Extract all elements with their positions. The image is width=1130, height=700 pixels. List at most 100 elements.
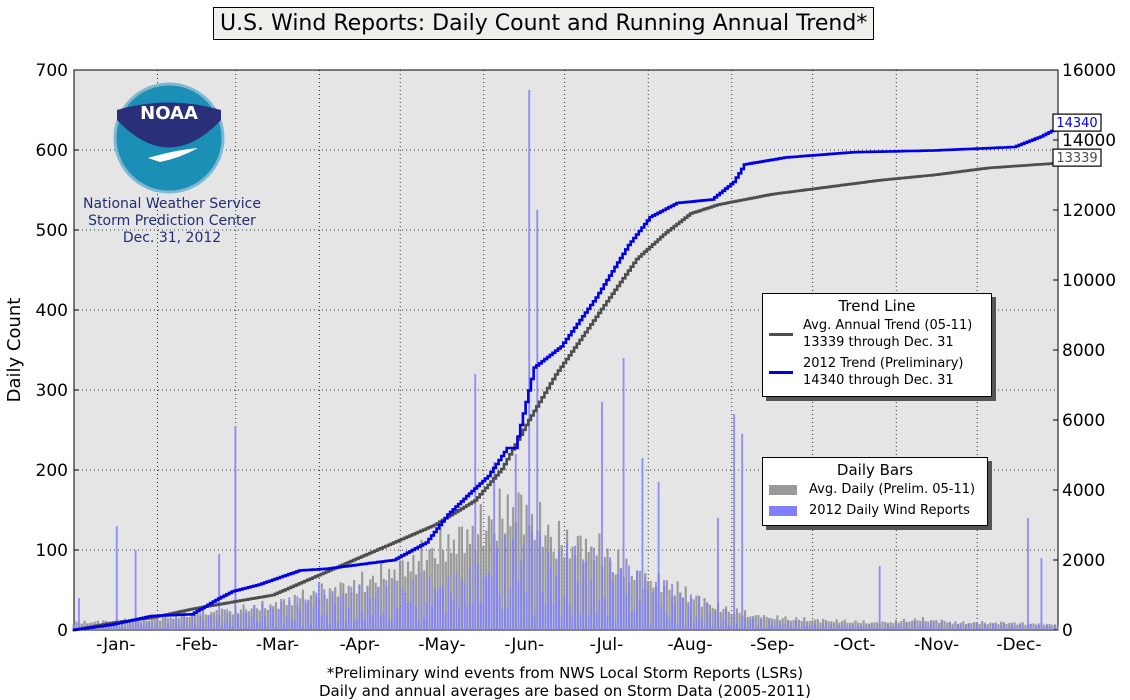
avg-daily-bar (908, 621, 911, 630)
daily-2012-bar (628, 565, 630, 630)
daily-2012-bar (690, 594, 692, 630)
daily-2012-bar (994, 623, 997, 630)
avg-daily-bar (196, 614, 199, 630)
avg-daily-bar (1051, 624, 1054, 630)
avg-daily-bar (981, 621, 984, 630)
daily-2012-bar (231, 626, 234, 630)
daily-2012-bar (183, 615, 186, 630)
daily-2012-bar (1043, 628, 1046, 630)
daily-2012-bar (382, 612, 385, 630)
daily-2012-bar (110, 625, 113, 630)
daily-2012-bar (617, 574, 620, 630)
daily-2012-bar (255, 622, 258, 630)
daily-2012-bar (326, 614, 328, 630)
daily-2012-bar (913, 621, 916, 630)
daily-2012-bar (854, 628, 857, 630)
daily-2012-bar (293, 621, 296, 630)
daily-2012-bar (905, 622, 908, 630)
daily-2012-bar (921, 621, 924, 630)
daily-2012-bar (169, 627, 172, 630)
daily-2012-bar (126, 628, 129, 630)
avg-daily-bar (989, 622, 992, 630)
y-right-tick-label: 14000 (1062, 131, 1116, 151)
daily-2012-bar (99, 626, 102, 630)
daily-2012-bar (566, 542, 568, 630)
daily-2012-bar (935, 627, 938, 630)
daily-2012-bar (902, 627, 905, 630)
avg-daily-bar (703, 598, 706, 630)
avg-daily-bar (719, 611, 722, 630)
daily-2012-bar (291, 618, 293, 630)
daily-2012-bar (471, 603, 474, 630)
daily-2012-bar (1051, 629, 1054, 630)
avg-daily-bar (598, 533, 601, 630)
daily-2012-bar (619, 569, 622, 630)
avg-daily-bar (479, 504, 482, 630)
daily-2012-bar (911, 628, 913, 630)
daily-2012-bar (415, 605, 417, 630)
daily-2012-bar (142, 626, 145, 630)
avg-daily-bar (379, 563, 383, 630)
daily-2012-bar (665, 613, 668, 630)
daily-2012-bar (123, 627, 126, 630)
daily-2012-bar (269, 605, 272, 630)
avg-daily-bar (126, 621, 129, 630)
daily-2012-bar (91, 628, 94, 630)
daily-2012-bar (258, 621, 261, 630)
daily-2012-bar (870, 624, 873, 630)
avg-daily-bar (223, 609, 226, 630)
y-right-tick-label: 16000 (1062, 61, 1116, 81)
avg-daily-bar (1013, 622, 1016, 630)
daily-2012-bar (768, 618, 771, 630)
avg-daily-bar (973, 622, 976, 630)
avg-daily-bar (816, 619, 819, 630)
noaa-logo-bird (148, 148, 198, 162)
daily-2012-bar (916, 626, 919, 630)
x-tick-label: -May- (418, 635, 465, 655)
avg-daily-bar (552, 551, 555, 630)
avg-daily-bar (123, 618, 127, 630)
avg-daily-bar (711, 607, 714, 630)
avg-daily-bar (490, 519, 493, 630)
avg-daily-bar (884, 621, 887, 630)
avg-daily-bar (452, 539, 455, 630)
daily-2012-bar (811, 624, 814, 630)
daily-2012-bar (226, 608, 229, 630)
daily-2012-bar (495, 547, 498, 630)
avg-daily-bar (668, 589, 671, 630)
trend-legend-title: Trend Line (838, 297, 916, 315)
avg-daily-bar (738, 613, 741, 630)
daily-2012-bar (954, 628, 957, 630)
daily-2012-bar (417, 620, 420, 630)
avg-daily-bar (229, 611, 232, 630)
daily-2012-bar (525, 592, 528, 630)
avg-daily-bar (943, 620, 946, 630)
x-tick-label: -Aug- (667, 635, 712, 655)
daily-2012-bar (938, 626, 940, 630)
y-left-tick-label: 0 (57, 621, 68, 641)
daily-2012-bar (245, 609, 248, 630)
daily-2012-bar (752, 617, 754, 630)
daily-2012-bar (876, 628, 878, 630)
daily-2012-bar (466, 607, 469, 630)
daily-2012-bar (695, 616, 698, 630)
daily-2012-bar (592, 547, 595, 630)
avg-daily-bar (935, 620, 938, 630)
y-axis-label: Daily Count (4, 298, 25, 403)
daily-2012-bar (862, 626, 865, 630)
daily-2012-bar (644, 578, 647, 630)
daily-2012-bar (234, 426, 237, 630)
avg-daily-bar (970, 623, 973, 630)
daily-2012-bar (827, 627, 830, 630)
daily-2012-bar (609, 557, 612, 630)
end-label-box (1052, 148, 1102, 167)
avg-daily-bar (336, 596, 340, 630)
daily-2012-bar (153, 625, 156, 630)
avg-daily-bar (258, 610, 261, 630)
avg-daily-bar (150, 619, 153, 630)
daily-2012-bar (299, 609, 301, 630)
legend-label: 2012 Trend (Preliminary) (803, 356, 964, 371)
daily-2012-bar (167, 624, 169, 630)
avg-daily-bar (595, 555, 598, 630)
daily-2012-bar (878, 566, 881, 630)
